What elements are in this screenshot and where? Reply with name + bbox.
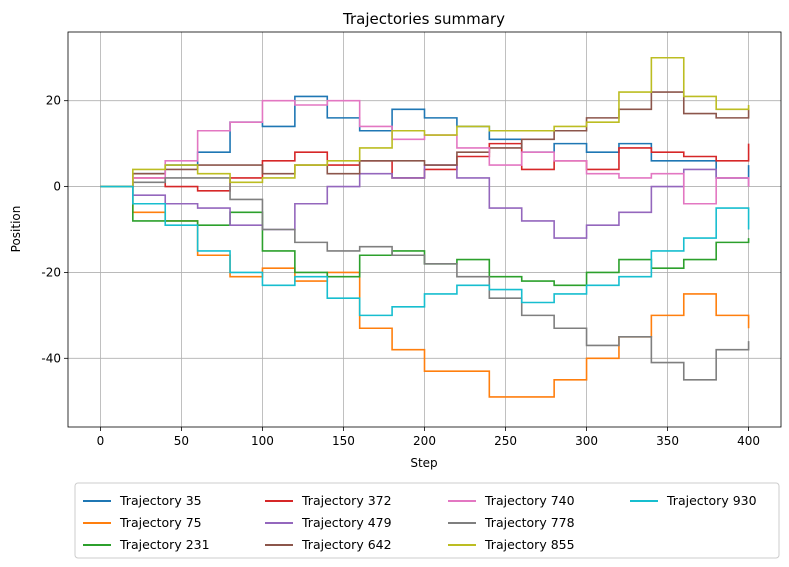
y-tick-label: -20	[41, 265, 61, 279]
x-tick-label: 50	[174, 434, 189, 448]
series-line-5	[100, 91, 750, 188]
series-line-8	[100, 56, 750, 188]
x-axis-label: Step	[410, 456, 437, 470]
x-tick-label: 250	[494, 434, 517, 448]
series-line-9	[100, 185, 750, 317]
x-tick-label: 400	[737, 434, 760, 448]
y-axis-ticks: -40 -20 0 20	[41, 94, 68, 365]
legend-label: Trajectory 855	[484, 537, 575, 552]
x-tick-label: 100	[251, 434, 274, 448]
legend: Trajectory 35 Trajectory 75 Trajectory 231…	[74, 482, 780, 559]
legend-label: Trajectory 372	[301, 493, 392, 508]
y-tick-label: 20	[46, 94, 61, 108]
legend-label: Trajectory 35	[119, 493, 202, 508]
x-tick-label: 300	[575, 434, 598, 448]
series-line-0	[100, 95, 750, 188]
y-tick-label: -40	[41, 351, 61, 365]
series-layer	[100, 56, 750, 398]
x-axis-ticks: 0 50 100 150 200 250 300 350 400	[97, 427, 760, 448]
y-axis-label: Position	[9, 206, 23, 253]
series-line-1	[100, 185, 750, 398]
x-tick-label: 150	[332, 434, 355, 448]
y-tick-label: 0	[53, 180, 61, 194]
legend-frame	[74, 482, 780, 559]
legend-label: Trajectory 930	[666, 493, 757, 508]
chart-title: Trajectories summary	[342, 10, 505, 28]
legend-label: Trajectory 740	[484, 493, 575, 508]
legend-label: Trajectory 642	[301, 537, 392, 552]
x-tick-label: 0	[97, 434, 105, 448]
legend-label: Trajectory 231	[119, 537, 210, 552]
x-tick-label: 200	[413, 434, 436, 448]
x-tick-label: 350	[656, 434, 679, 448]
legend-label: Trajectory 75	[119, 515, 202, 530]
legend-label: Trajectory 778	[484, 515, 575, 530]
series-line-7	[100, 177, 750, 381]
legend-label: Trajectory 479	[301, 515, 392, 530]
